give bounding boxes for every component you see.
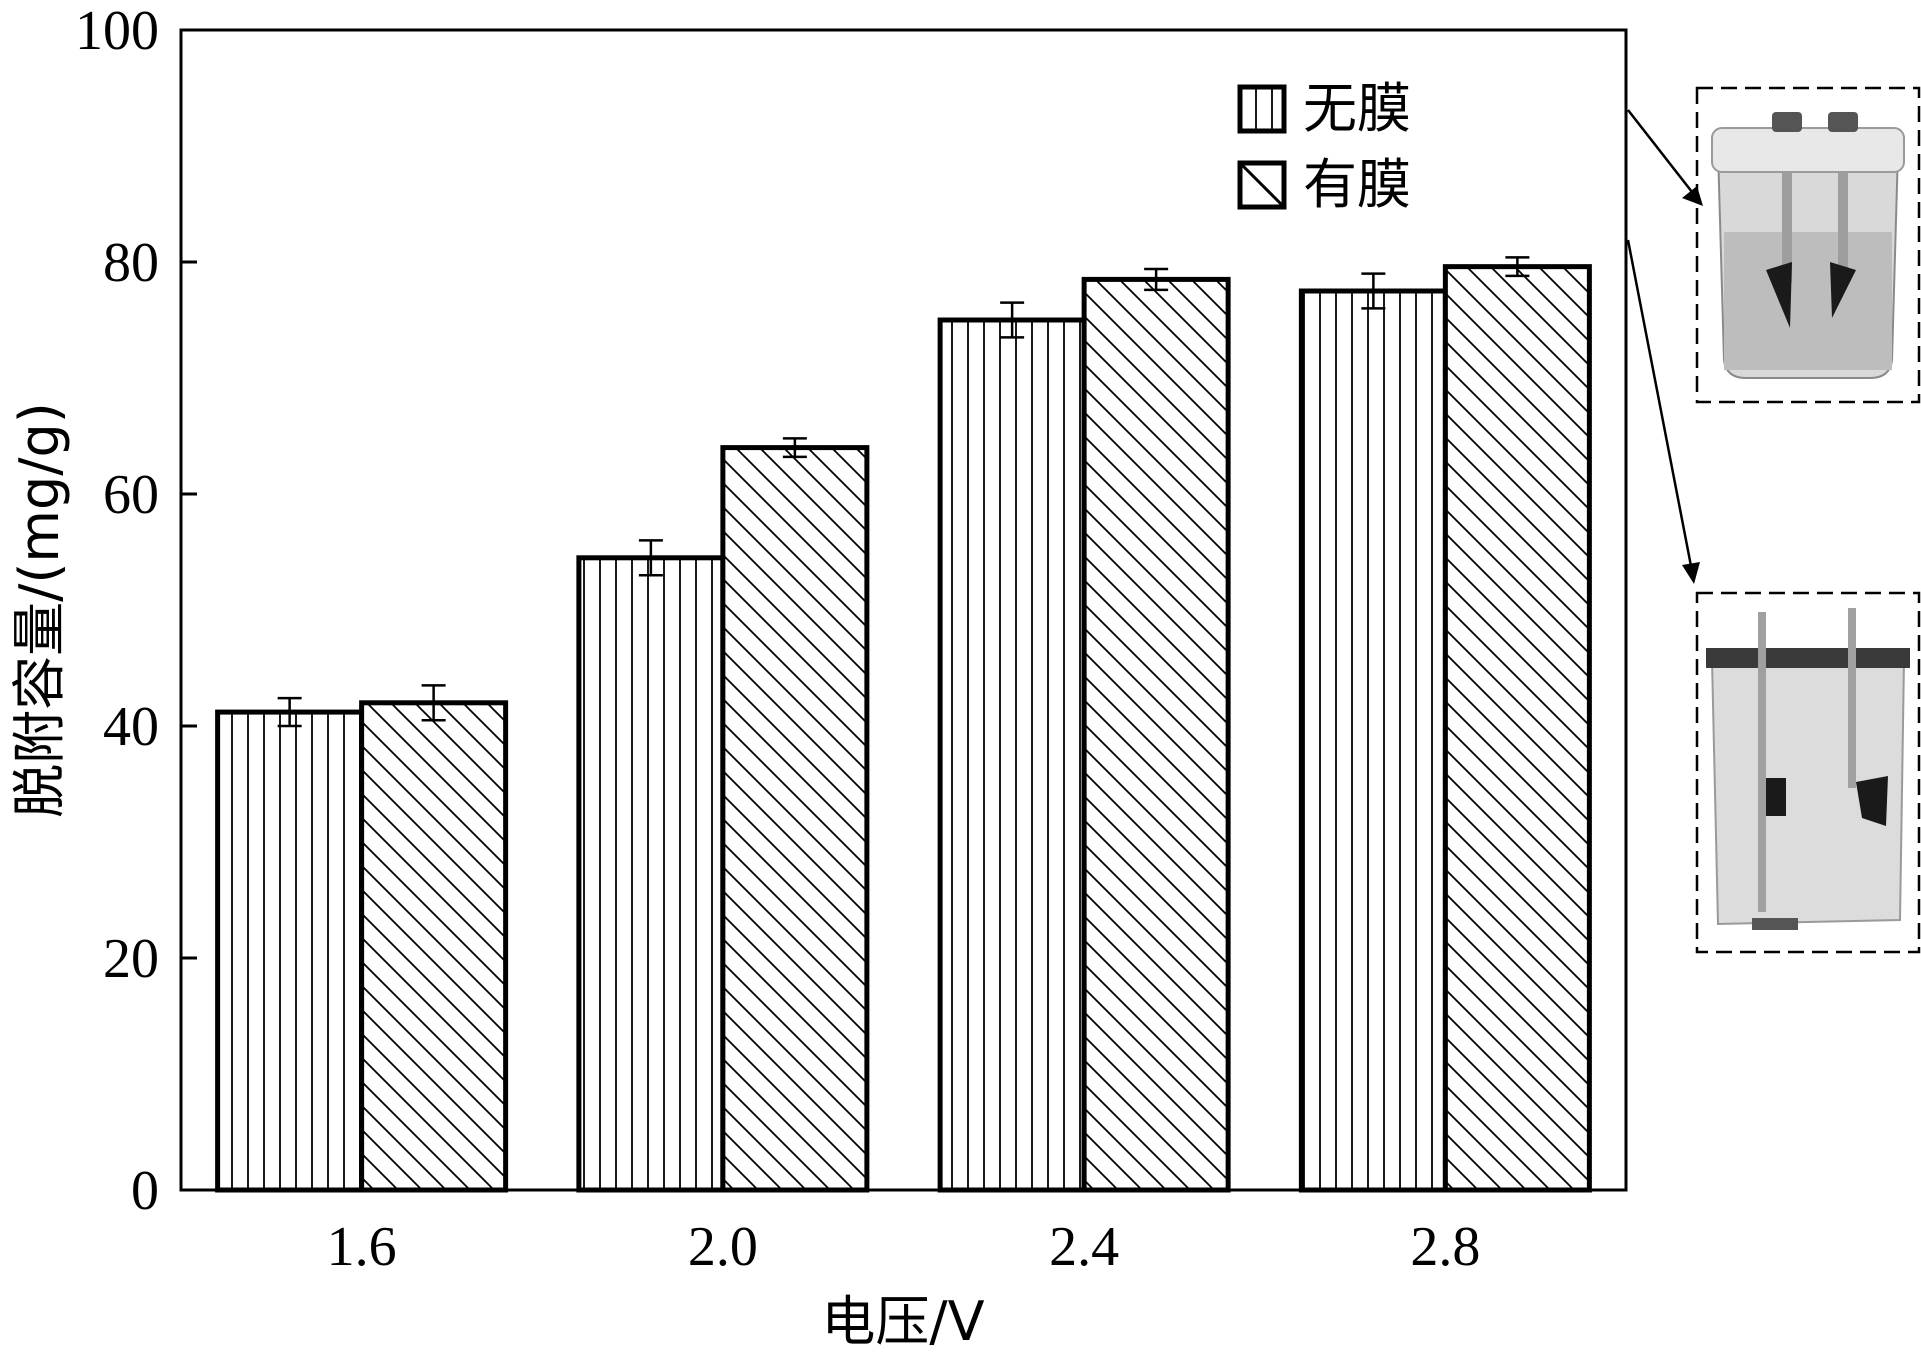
beaker-electrode-right	[1830, 262, 1856, 318]
legend-label-1: 有膜	[1303, 153, 1411, 216]
bottom-inset-frame	[1695, 591, 1921, 954]
bar-s0-c1	[576, 555, 726, 1193]
error-bar-s0-c3	[1361, 272, 1386, 310]
plot-frame	[179, 28, 1628, 1192]
arrow-to-top-inset-head	[1682, 186, 1703, 206]
legend-item-0: 无膜	[1237, 77, 1411, 140]
legend-swatch-1-hatch	[1238, 161, 1286, 209]
cell-electrode-right	[1856, 776, 1888, 826]
legend-item-1: 有膜	[1237, 153, 1411, 216]
error-bar-s1-c3	[1505, 256, 1530, 278]
legend-label-0: 无膜	[1303, 77, 1411, 140]
beaker-rod-left	[1782, 172, 1792, 282]
x-axis-ticks: 1.6 2.0 2.4 2.8	[327, 1216, 1481, 1278]
bar-s1-c2	[1081, 276, 1231, 1193]
rectangular-cell-photo	[1695, 591, 1921, 954]
error-bar-s0-c2	[1000, 301, 1025, 339]
y-tick-label-1: 20	[103, 928, 159, 990]
beaker-cell-photo	[1695, 86, 1921, 404]
beaker-port-right	[1828, 112, 1858, 132]
cell-wire-right	[1848, 608, 1856, 788]
bar-s0-c0	[215, 709, 365, 1193]
y-axis-title: 脱附容量/(mg/g)	[8, 402, 71, 818]
error-bar-s0-c0	[277, 696, 302, 728]
arrow-to-bottom-inset-head	[1682, 562, 1700, 584]
error-bar-s1-c1	[782, 437, 807, 459]
cell-wire-left	[1758, 612, 1766, 912]
bar-s0-c2	[937, 317, 1087, 1193]
y-tick-label-5: 100	[75, 0, 159, 62]
x-axis-title: 电压/V	[821, 1290, 984, 1353]
cell-top-bar	[1706, 648, 1910, 668]
arrow-to-top-inset	[1627, 109, 1693, 193]
beaker-electrode-left	[1766, 262, 1792, 328]
error-bar-s1-c2	[1144, 267, 1169, 292]
beaker-water	[1724, 232, 1892, 370]
error-bar-s1-c0	[421, 684, 446, 722]
legend: 无膜 有膜	[1237, 77, 1411, 216]
error-bar-s0-c1	[638, 539, 663, 577]
legend-swatch-0	[1237, 84, 1287, 134]
x-tick-label-2: 2.4	[1049, 1216, 1119, 1278]
cell-electrode-left	[1766, 778, 1786, 816]
top-inset-frame	[1695, 86, 1921, 404]
bar-s1-c0	[359, 700, 509, 1193]
y-tick-label-4: 80	[103, 232, 159, 294]
beaker-rod-right	[1838, 172, 1848, 282]
x-tick-label-1: 2.0	[688, 1216, 758, 1278]
y-tick-label-0: 0	[131, 1160, 159, 1222]
y-axis-ticks: 0 20 40 60 80 100	[75, 0, 197, 1222]
y-tick-label-3: 60	[103, 464, 159, 526]
y-tick-label-2: 40	[103, 696, 159, 758]
beaker-port-left	[1772, 112, 1802, 132]
x-tick-label-0: 1.6	[327, 1216, 397, 1278]
inset-arrows	[1626, 109, 1703, 584]
cell-bottom-fitting	[1752, 918, 1798, 930]
bar-s1-c1	[720, 445, 870, 1193]
beaker-lid	[1711, 127, 1905, 173]
bars	[215, 256, 1592, 1193]
arrow-to-bottom-inset	[1626, 239, 1693, 567]
x-tick-label-3: 2.8	[1410, 1216, 1480, 1278]
bar-s0-c3	[1298, 288, 1448, 1193]
bar-s1-c3	[1442, 264, 1592, 1193]
